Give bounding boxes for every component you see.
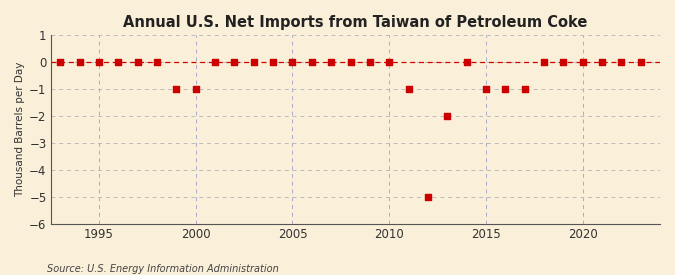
Point (461, 60, 472, 64)
Point (423, 194, 433, 199)
Point (326, 60, 337, 64)
Point (345, 60, 356, 64)
Point (403, 87, 414, 91)
Point (558, 60, 568, 64)
Point (597, 60, 608, 64)
Title: Annual U.S. Net Imports from Taiwan of Petroleum Coke: Annual U.S. Net Imports from Taiwan of P… (123, 15, 587, 30)
Point (190, 87, 201, 91)
Point (94, 60, 105, 64)
Point (539, 60, 549, 64)
Point (74, 60, 85, 64)
Point (171, 87, 182, 91)
Point (635, 60, 646, 64)
Point (500, 87, 511, 91)
Point (287, 60, 298, 64)
Y-axis label: Thousand Barrels per Day: Thousand Barrels per Day (15, 62, 25, 197)
Point (210, 60, 221, 64)
Point (616, 60, 626, 64)
Point (229, 60, 240, 64)
Point (152, 60, 163, 64)
Point (384, 60, 395, 64)
Point (442, 114, 453, 118)
Point (306, 60, 317, 64)
Text: Source: U.S. Energy Information Administration: Source: U.S. Energy Information Administ… (47, 264, 279, 274)
Point (481, 87, 491, 91)
Point (519, 87, 530, 91)
Point (55, 60, 65, 64)
Point (113, 60, 124, 64)
Point (577, 60, 588, 64)
Point (364, 60, 375, 64)
Point (248, 60, 259, 64)
Point (132, 60, 143, 64)
Point (268, 60, 279, 64)
